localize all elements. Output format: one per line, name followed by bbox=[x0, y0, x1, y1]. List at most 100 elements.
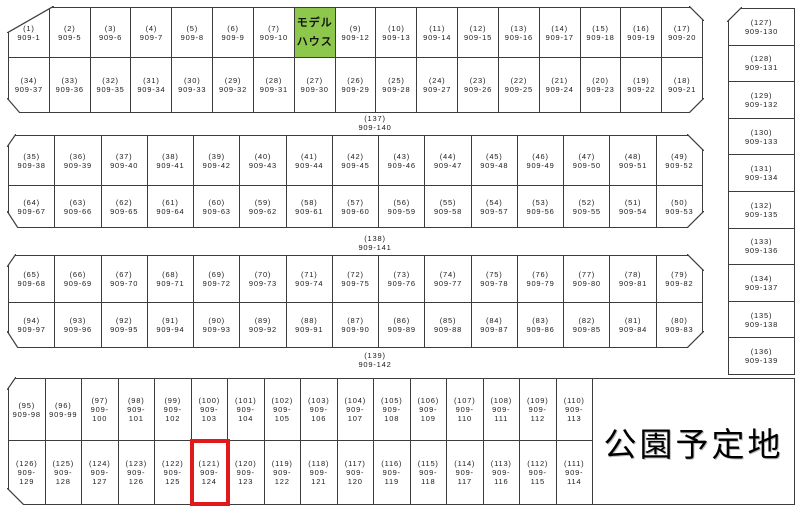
plot-lot-line: 909- bbox=[17, 468, 36, 477]
plot-cell: (72) 909-75 bbox=[332, 256, 380, 302]
road-label: (139) 909-142 bbox=[330, 351, 420, 369]
plot-cell: (134) 909-137 bbox=[729, 265, 794, 302]
plot-cell: (17) 909-20 bbox=[662, 8, 703, 57]
plot-cell: (24) 909-27 bbox=[417, 58, 459, 112]
plot-lot-line: 909-133 bbox=[744, 136, 779, 146]
plot-number: (45) bbox=[486, 151, 503, 161]
plot-cell: (44) 909-47 bbox=[425, 136, 472, 185]
plot-cell: (97) 909- 100 bbox=[82, 379, 119, 440]
plot-number: (27) bbox=[306, 76, 323, 85]
plot-number: (130) bbox=[750, 127, 773, 137]
plot-lot-line: 909-139 bbox=[744, 356, 779, 366]
plot-lot-line: 909-22 bbox=[627, 85, 656, 94]
road-lot: 909-141 bbox=[358, 243, 392, 252]
plot-cell: (105) 909- 108 bbox=[374, 379, 411, 440]
plot-cell: (10) 909-13 bbox=[376, 8, 418, 57]
plot-cell: (131) 909-134 bbox=[729, 155, 794, 192]
road-lot: 909-142 bbox=[358, 360, 392, 369]
plot-cell: (1) 909-1 bbox=[9, 8, 50, 57]
plot-cell: (86) 909-89 bbox=[379, 303, 426, 347]
plot-row: (65) 909-68 (66) 909-69 (67) 909-70 (68) 909-71… bbox=[9, 256, 702, 303]
plot-cell: (98) 909- 101 bbox=[118, 379, 155, 440]
plot-lot-line: 124 bbox=[201, 477, 217, 486]
plot-cell: (68) 909-71 bbox=[147, 256, 195, 302]
plot-cell: (117) 909- 120 bbox=[337, 441, 374, 504]
plot-number: (7) bbox=[268, 23, 280, 33]
plot-cell: (96) 909-99 bbox=[45, 379, 82, 440]
plot-number: (134) bbox=[750, 273, 773, 283]
plot-lot-line: 909-81 bbox=[619, 279, 648, 288]
plot-cell: (116) 909- 119 bbox=[374, 441, 411, 504]
plot-cell: (55) 909-58 bbox=[425, 186, 472, 227]
plot-lot-line: 909-36 bbox=[55, 85, 84, 94]
plot-cell: (53) 909-56 bbox=[517, 186, 565, 227]
plot-number: (132) bbox=[750, 200, 773, 210]
plot-lot-line: 109 bbox=[420, 414, 436, 423]
plot-number: (28) bbox=[265, 76, 283, 85]
plot-row: (95) 909-98 (96) 909-99 (97) 909- 100 (98) 909- 1… bbox=[9, 379, 592, 441]
plot-lot-line: 909- bbox=[455, 468, 474, 477]
plot-lot-line: 909-73 bbox=[248, 279, 278, 288]
plot-number: (86) bbox=[393, 316, 411, 325]
plot-lot-line: 909-62 bbox=[248, 206, 278, 216]
plot-lot-line: 909- bbox=[528, 405, 547, 414]
plot-lot-line: 909-68 bbox=[17, 279, 46, 288]
plot-lot-line: 909- bbox=[200, 468, 219, 477]
plot-cell: (132) 909-135 bbox=[729, 191, 794, 229]
plot-lot-line: 118 bbox=[421, 477, 436, 486]
plot-lot-line: 909-35 bbox=[96, 85, 125, 94]
plot-cell: (115) 909- 118 bbox=[410, 441, 447, 504]
plot-lot-line: 909-96 bbox=[63, 325, 92, 334]
plot-cell: (49) 909-52 bbox=[656, 136, 702, 185]
plot-lot-line: 909-66 bbox=[63, 206, 92, 216]
plot-lot-line: 909- bbox=[236, 468, 255, 477]
plot-lot-line: 909- bbox=[382, 405, 401, 414]
plot-number: (92) bbox=[115, 316, 133, 325]
plot-cell: (108) 909- 111 bbox=[483, 379, 520, 440]
plot-lot-line: 909-60 bbox=[341, 206, 370, 216]
plot-cell: (79) 909-82 bbox=[656, 256, 702, 302]
plot-lot-line: 909-99 bbox=[49, 409, 78, 419]
plot-lot-line: 909-43 bbox=[248, 160, 278, 170]
plot-lot-line: 909-6 bbox=[98, 32, 123, 42]
plot-lot-line: 909-57 bbox=[480, 206, 509, 216]
plot-lot-line: 909-85 bbox=[572, 325, 601, 334]
plot-cell: (76) 909-79 bbox=[517, 256, 565, 302]
plot-number: (135) bbox=[750, 310, 773, 320]
plot-cell: (82) 909-85 bbox=[564, 303, 611, 347]
plot-number: (55) bbox=[439, 197, 457, 207]
plot-cell: (92) 909-95 bbox=[101, 303, 148, 347]
road-number: (137) bbox=[364, 114, 386, 123]
plot-lot-line: 129 bbox=[19, 477, 35, 486]
plot-cell: (37) 909-40 bbox=[101, 136, 148, 185]
plot-lot-line: 909-12 bbox=[341, 32, 370, 42]
plot-number: (36) bbox=[69, 151, 87, 161]
plot-number: (117) bbox=[344, 459, 366, 468]
plot-lot-line: 909- bbox=[309, 468, 328, 477]
plot-lot-line: 909-21 bbox=[668, 85, 697, 94]
plot-number: (131) bbox=[750, 164, 773, 174]
plot-number: (40) bbox=[254, 151, 272, 161]
plot-number: (91) bbox=[162, 316, 179, 325]
plot-lot-line: 909- bbox=[346, 468, 365, 477]
plot-number: (77) bbox=[578, 270, 596, 279]
plot-lot-line: 909-45 bbox=[341, 160, 370, 170]
plot-number: (62) bbox=[115, 197, 133, 207]
plot-number: (53) bbox=[532, 197, 549, 207]
plot-number: (73) bbox=[393, 270, 411, 279]
plot-block-top: (1) 909-1 (2) 909-5 (3) 909-6 (4) 909-7 (5) 909-8… bbox=[8, 7, 703, 113]
plot-lot-line: 909-19 bbox=[627, 32, 656, 42]
plot-cell: (3) 909-6 bbox=[90, 8, 132, 57]
plot-number: (121) bbox=[198, 459, 220, 468]
plot-number: (78) bbox=[624, 270, 642, 279]
plot-cell: (70) 909-73 bbox=[240, 256, 287, 302]
plot-number: (127) bbox=[750, 17, 773, 27]
plot-number: (90) bbox=[208, 316, 225, 325]
plot-number: (69) bbox=[208, 270, 225, 279]
plot-lot-line: 100 bbox=[92, 414, 108, 423]
plot-cell: (33) 909-36 bbox=[49, 58, 91, 112]
plot-cell: (114) 909- 117 bbox=[447, 441, 484, 504]
plot-cell: (107) 909- 110 bbox=[447, 379, 484, 440]
plot-cell: (130) 909-133 bbox=[729, 118, 794, 156]
plot-lot-line: 909- bbox=[236, 405, 255, 414]
